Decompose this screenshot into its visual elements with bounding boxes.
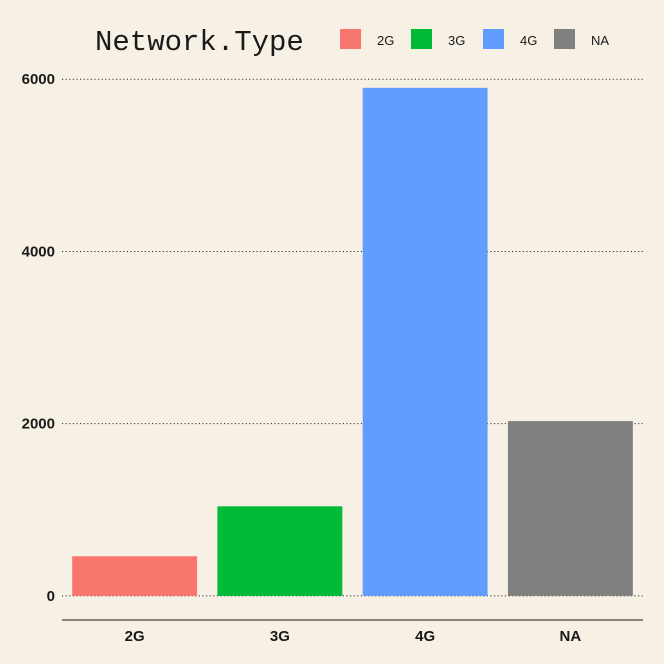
legend-label: 2G xyxy=(377,33,394,48)
y-tick-label: 2000 xyxy=(22,416,55,433)
legend-key-3g xyxy=(411,29,432,49)
legend-label: 4G xyxy=(520,33,537,48)
x-tick-label: NA xyxy=(560,628,582,645)
y-tick-label: 0 xyxy=(47,588,55,605)
legend: Network.Type 2G 3G 4G NA xyxy=(95,26,609,59)
legend-key-2g xyxy=(340,29,361,49)
y-axis-ticks: 0 2000 4000 6000 xyxy=(22,71,55,605)
y-tick-label: 4000 xyxy=(22,243,55,260)
bar-na xyxy=(507,421,633,596)
bars xyxy=(72,87,633,596)
x-tick-label: 2G xyxy=(125,628,145,645)
legend-title: Network.Type xyxy=(95,26,304,59)
y-tick-label: 6000 xyxy=(22,71,55,88)
legend-label: NA xyxy=(591,33,609,48)
x-tick-label: 3G xyxy=(270,628,290,645)
bar-4g xyxy=(362,87,488,596)
bar-3g xyxy=(217,506,343,596)
x-axis-ticks: 2G 3G 4G NA xyxy=(125,628,582,645)
legend-key-4g xyxy=(483,29,504,49)
legend-label: 3G xyxy=(448,33,465,48)
bar-2g xyxy=(72,556,198,596)
x-tick-label: 4G xyxy=(415,628,435,645)
legend-key-na xyxy=(554,29,575,49)
